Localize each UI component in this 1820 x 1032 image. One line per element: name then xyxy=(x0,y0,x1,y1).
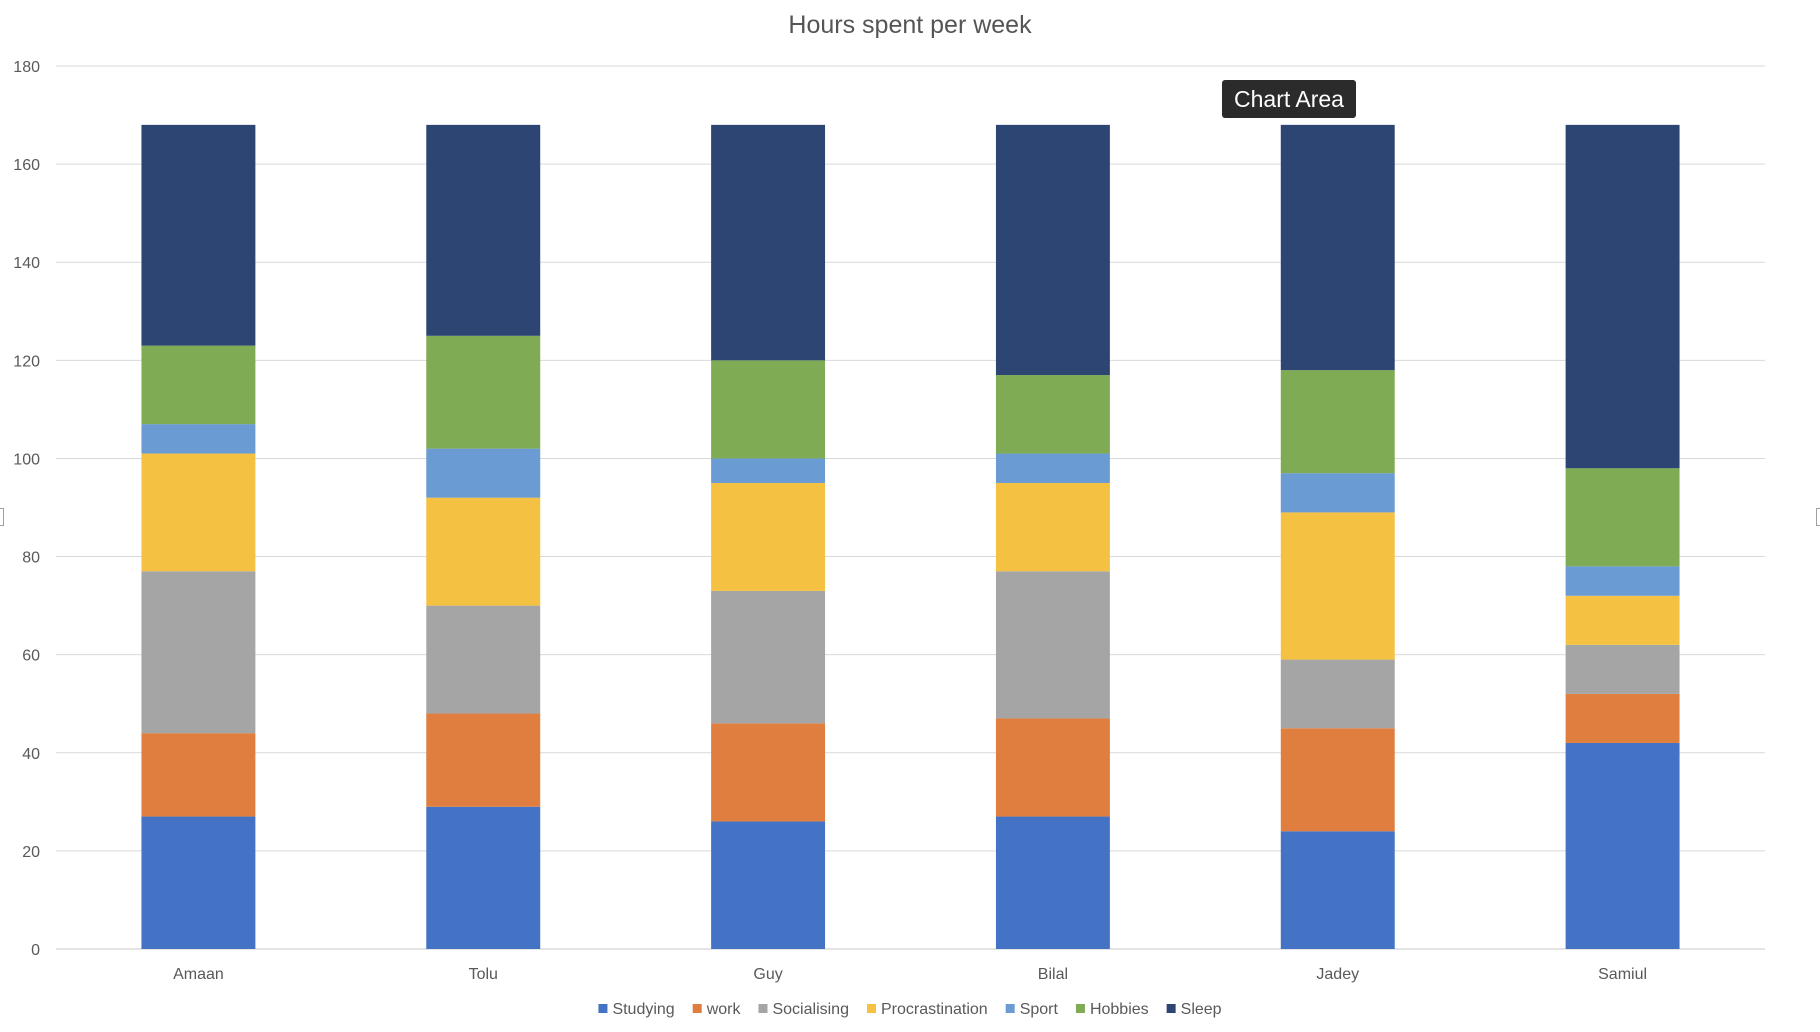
legend-label: work xyxy=(706,1001,742,1018)
bar-sport-amaan[interactable] xyxy=(141,424,256,454)
bar-procrastination-amaan[interactable] xyxy=(141,453,256,572)
x-tick-label: Samiul xyxy=(1598,966,1647,983)
legend-swatch-sleep xyxy=(1166,1004,1176,1013)
bar-procrastination-guy[interactable] xyxy=(711,482,826,591)
bar-sport-bilal[interactable] xyxy=(995,453,1110,483)
bar-procrastination-samiul[interactable] xyxy=(1565,595,1680,645)
bar-sleep-amaan[interactable] xyxy=(141,124,256,346)
bar-studying-amaan[interactable] xyxy=(141,816,256,949)
bar-studying-samiul[interactable] xyxy=(1565,742,1680,949)
bar-work-guy[interactable] xyxy=(711,723,826,822)
y-tick-label: 100 xyxy=(13,451,40,468)
bar-sport-jadey[interactable] xyxy=(1280,473,1395,513)
x-tick-label: Bilal xyxy=(1038,966,1068,983)
legend-swatch-work xyxy=(692,1004,702,1013)
bar-sleep-samiul[interactable] xyxy=(1565,124,1680,469)
y-axis: 0 20 40 60 80 100 120 140 160 180 xyxy=(13,59,40,959)
bar-work-jadey[interactable] xyxy=(1280,728,1395,832)
bar-sleep-guy[interactable] xyxy=(711,124,826,361)
y-tick-label: 20 xyxy=(22,844,40,861)
legend-swatch-procrastination xyxy=(866,1004,876,1013)
bar-work-amaan[interactable] xyxy=(141,733,256,817)
legend-label: Studying xyxy=(612,1001,674,1018)
y-tick-label: 0 xyxy=(31,942,40,959)
bar-hobbies-amaan[interactable] xyxy=(141,345,256,425)
legend-label: Procrastination xyxy=(881,1001,988,1018)
y-tick-label: 160 xyxy=(13,157,40,174)
bar-procrastination-jadey[interactable] xyxy=(1280,512,1395,660)
x-tick-label: Jadey xyxy=(1316,966,1359,983)
bar-socialising-bilal[interactable] xyxy=(995,571,1110,719)
bar-work-tolu[interactable] xyxy=(426,713,541,807)
bars xyxy=(141,124,1680,949)
y-tick-label: 40 xyxy=(22,746,40,763)
x-tick-label: Guy xyxy=(753,966,782,983)
left-resize-handle[interactable] xyxy=(0,508,4,526)
legend-label: Socialising xyxy=(772,1001,848,1018)
y-tick-label: 180 xyxy=(13,59,40,76)
right-resize-handle[interactable] xyxy=(1816,508,1820,526)
bar-work-samiul[interactable] xyxy=(1565,693,1680,743)
chart-area-tooltip: Chart Area xyxy=(1222,80,1356,118)
bar-socialising-tolu[interactable] xyxy=(426,605,541,714)
bar-hobbies-guy[interactable] xyxy=(711,360,826,459)
bar-sleep-bilal[interactable] xyxy=(995,124,1110,376)
legend: Studying work Socialising Procrastination Sp… xyxy=(598,1001,1222,1018)
bar-hobbies-bilal[interactable] xyxy=(995,375,1110,454)
bar-procrastination-bilal[interactable] xyxy=(995,482,1110,572)
bar-work-bilal[interactable] xyxy=(995,718,1110,817)
bar-sleep-tolu[interactable] xyxy=(426,124,541,336)
bar-hobbies-tolu[interactable] xyxy=(426,335,541,449)
y-tick-label: 60 xyxy=(22,648,40,665)
bar-sport-tolu[interactable] xyxy=(426,448,541,498)
bar-studying-tolu[interactable] xyxy=(426,806,541,949)
bar-hobbies-jadey[interactable] xyxy=(1280,370,1395,474)
bar-sport-guy[interactable] xyxy=(711,458,826,483)
legend-label: Hobbies xyxy=(1090,1001,1149,1018)
bar-socialising-guy[interactable] xyxy=(711,590,826,724)
legend-swatch-studying xyxy=(598,1004,608,1013)
bar-procrastination-tolu[interactable] xyxy=(426,497,541,606)
bar-socialising-samiul[interactable] xyxy=(1565,644,1680,694)
x-axis: Amaan Tolu Guy Bilal Jadey Samiul xyxy=(173,966,1647,983)
y-tick-label: 120 xyxy=(13,353,40,370)
x-tick-label: Tolu xyxy=(469,966,498,983)
bar-sport-samiul[interactable] xyxy=(1565,566,1680,596)
bar-studying-jadey[interactable] xyxy=(1280,831,1395,949)
bar-studying-guy[interactable] xyxy=(711,821,826,949)
y-tick-label: 80 xyxy=(22,550,40,567)
x-tick-label: Amaan xyxy=(173,966,224,983)
y-tick-label: 140 xyxy=(13,255,40,272)
bar-sleep-jadey[interactable] xyxy=(1280,124,1395,371)
gridlines xyxy=(56,65,1765,950)
legend-swatch-socialising xyxy=(758,1004,768,1013)
bar-socialising-jadey[interactable] xyxy=(1280,659,1395,729)
legend-label: Sleep xyxy=(1181,1001,1222,1018)
legend-label: Sport xyxy=(1020,1001,1059,1018)
bar-studying-bilal[interactable] xyxy=(995,816,1110,949)
bar-hobbies-samiul[interactable] xyxy=(1565,468,1680,567)
chart-title: Hours spent per week xyxy=(788,11,1032,39)
bar-socialising-amaan[interactable] xyxy=(141,571,256,734)
legend-swatch-sport xyxy=(1005,1004,1015,1013)
legend-swatch-hobbies xyxy=(1075,1004,1085,1013)
